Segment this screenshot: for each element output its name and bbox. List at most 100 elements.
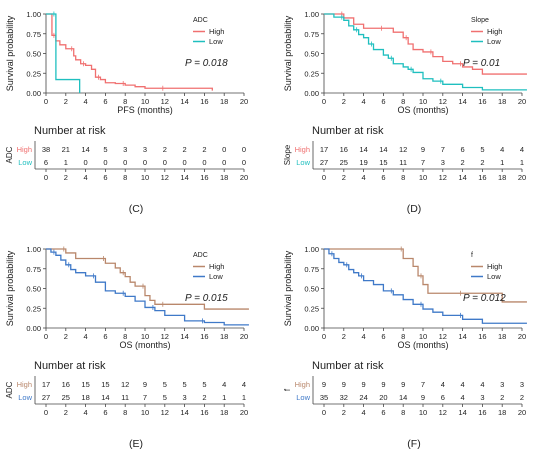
x-tick-label: 2	[64, 97, 68, 106]
x-tick-label: 0	[44, 332, 48, 341]
risk-value: 0	[202, 158, 206, 167]
risk-value: 18	[81, 393, 89, 402]
risk-value: 27	[320, 158, 328, 167]
risk-value: 2	[480, 158, 484, 167]
x-tick-label: 0	[44, 97, 48, 106]
risk-value: 9	[421, 393, 425, 402]
x-axis-label: OS (months)	[397, 340, 448, 350]
y-tick-label: 1.00	[304, 10, 319, 19]
risk-value: 14	[399, 393, 407, 402]
x-tick-label: 4	[362, 332, 366, 341]
x-tick-label: 16	[200, 97, 208, 106]
y-tick-label: 0.75	[304, 30, 319, 39]
risk-value: 3	[143, 145, 147, 154]
risk-x-tick-label: 20	[518, 408, 526, 417]
legend-label-high: High	[209, 27, 224, 36]
risk-value: 5	[103, 145, 107, 154]
x-tick-label: 16	[478, 332, 486, 341]
x-tick-label: 14	[458, 97, 466, 106]
x-tick-label: 18	[220, 97, 228, 106]
y-axis-label: Survival probability	[283, 15, 293, 91]
risk-row-label-high: High	[17, 145, 32, 154]
p-value: P = 0.018	[185, 58, 228, 69]
y-tick-label: 0.50	[304, 285, 319, 294]
risk-value: 4	[242, 380, 246, 389]
y-tick-label: 0.25	[304, 304, 319, 313]
panel-e: 0.000.250.500.751.000 2 4 6 8 10 12 14 16 18 20OS …	[5, 245, 249, 450]
risk-value: 6	[461, 145, 465, 154]
risk-x-tick-label: 14	[180, 408, 188, 417]
risk-row-label-high: High	[295, 145, 310, 154]
risk-value: 4	[461, 380, 465, 389]
panel-f: 0.000.250.500.751.000 2 4 6 8 10 12 14 16 18 20OS …	[283, 245, 527, 450]
risk-x-tick-label: 6	[381, 173, 385, 182]
y-axis-label: Survival probability	[5, 250, 15, 326]
risk-value: 0	[242, 158, 246, 167]
risk-x-tick-label: 6	[103, 173, 107, 182]
risk-x-tick-label: 10	[141, 408, 149, 417]
risk-x-tick-label: 0	[322, 173, 326, 182]
risk-value: 9	[322, 380, 326, 389]
x-tick-label: 14	[180, 332, 188, 341]
risk-value: 3	[500, 380, 504, 389]
risk-value: 3	[441, 158, 445, 167]
risk-x-tick-label: 0	[44, 408, 48, 417]
risk-value: 1	[242, 393, 246, 402]
legend-title: Slope	[471, 17, 489, 24]
km-curve-low	[46, 13, 81, 93]
y-tick-label: 1.00	[26, 10, 41, 19]
risk-value: 4	[222, 380, 226, 389]
risk-table-label: ADC	[5, 381, 14, 398]
risk-value: 27	[42, 393, 50, 402]
km-curve-low	[46, 248, 249, 326]
risk-x-tick-label: 16	[200, 173, 208, 182]
risk-x-tick-label: 14	[458, 173, 466, 182]
risk-x-tick-label: 2	[342, 173, 346, 182]
risk-value: 2	[183, 145, 187, 154]
risk-value: 25	[340, 158, 348, 167]
risk-value: 5	[480, 145, 484, 154]
risk-x-tick-label: 4	[84, 173, 88, 182]
risk-value: 1	[500, 158, 504, 167]
risk-x-tick-label: 18	[220, 173, 228, 182]
x-tick-label: 10	[419, 332, 427, 341]
risk-value: 0	[123, 158, 127, 167]
risk-value: 17	[320, 145, 328, 154]
legend-label-low: Low	[209, 272, 223, 281]
risk-table-title: Number at risk	[34, 360, 106, 372]
risk-value: 5	[183, 380, 187, 389]
risk-value: 14	[379, 145, 387, 154]
risk-x-tick-label: 18	[220, 408, 228, 417]
risk-value: 3	[123, 145, 127, 154]
risk-value: 4	[500, 145, 504, 154]
risk-x-tick-label: 20	[518, 173, 526, 182]
risk-x-tick-label: 18	[498, 408, 506, 417]
risk-value: 5	[163, 380, 167, 389]
risk-row-label-low: Low	[18, 158, 32, 167]
x-tick-label: 20	[240, 332, 248, 341]
risk-x-tick-label: 2	[64, 173, 68, 182]
x-tick-label: 18	[498, 332, 506, 341]
x-tick-label: 8	[123, 332, 127, 341]
risk-value: 1	[222, 393, 226, 402]
risk-value: 16	[62, 380, 70, 389]
risk-value: 15	[81, 380, 89, 389]
x-tick-label: 0	[322, 97, 326, 106]
x-tick-label: 10	[141, 97, 149, 106]
risk-table-label: ADC	[5, 146, 14, 163]
risk-row-label-low: Low	[296, 393, 310, 402]
x-tick-label: 10	[141, 332, 149, 341]
y-tick-label: 0.75	[26, 265, 41, 274]
risk-value: 9	[401, 380, 405, 389]
risk-x-tick-label: 8	[401, 173, 405, 182]
risk-value: 0	[222, 145, 226, 154]
legend-title: f	[471, 252, 473, 259]
risk-value: 14	[81, 145, 89, 154]
risk-x-tick-label: 6	[381, 408, 385, 417]
x-tick-label: 0	[322, 332, 326, 341]
x-tick-label: 12	[439, 332, 447, 341]
x-tick-label: 20	[518, 97, 526, 106]
risk-x-tick-label: 20	[240, 408, 248, 417]
risk-value: 0	[143, 158, 147, 167]
